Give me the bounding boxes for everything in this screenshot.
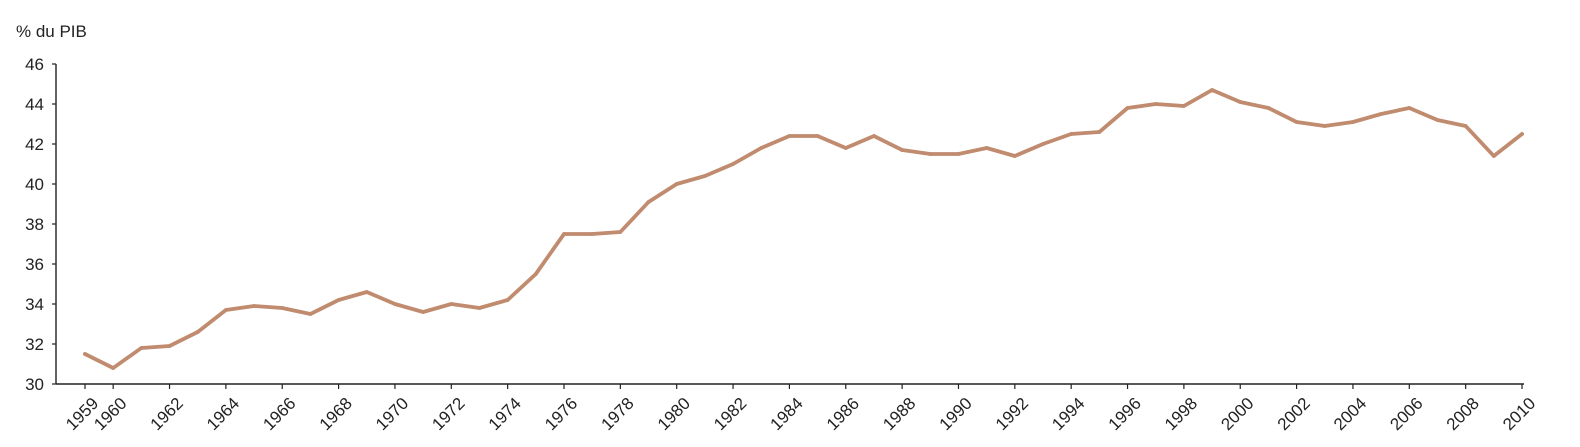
data-point bbox=[1266, 106, 1271, 110]
x-tick-label: 1986 bbox=[823, 394, 863, 434]
data-point bbox=[533, 272, 538, 276]
x-tick-label: 1990 bbox=[936, 394, 976, 434]
y-tick-label: 38 bbox=[25, 215, 44, 234]
data-point bbox=[1379, 112, 1384, 116]
x-tick-label: 1970 bbox=[372, 394, 412, 434]
y-axis-label: % du PIB bbox=[16, 22, 87, 41]
data-point bbox=[702, 174, 707, 178]
data-point bbox=[1407, 106, 1412, 110]
data-point bbox=[872, 134, 876, 138]
series-line bbox=[83, 88, 1524, 370]
data-point bbox=[1435, 118, 1440, 122]
data-point bbox=[167, 344, 172, 348]
data-point bbox=[1322, 124, 1327, 128]
data-point bbox=[393, 302, 397, 306]
data-point bbox=[1210, 88, 1214, 92]
data-point bbox=[364, 290, 369, 294]
data-point bbox=[1069, 132, 1074, 136]
data-point bbox=[1181, 104, 1186, 108]
data-points bbox=[83, 88, 1524, 370]
data-point bbox=[111, 366, 116, 370]
data-point bbox=[956, 152, 961, 156]
data-point bbox=[1012, 154, 1017, 158]
data-point bbox=[449, 302, 454, 306]
y-tick-label: 32 bbox=[25, 335, 44, 354]
data-point bbox=[336, 298, 341, 302]
data-point bbox=[731, 162, 735, 166]
data-point bbox=[1153, 102, 1158, 106]
y-tick-label: 30 bbox=[25, 375, 44, 394]
x-tick-label: 1998 bbox=[1161, 394, 1201, 434]
y-tick-label: 42 bbox=[25, 135, 44, 154]
x-tick-label: 1962 bbox=[147, 394, 187, 434]
data-point bbox=[252, 304, 256, 308]
x-tick-label: 1984 bbox=[767, 394, 807, 434]
data-point bbox=[1294, 120, 1299, 124]
x-tick-label: 2010 bbox=[1499, 394, 1539, 434]
data-point bbox=[928, 152, 933, 156]
y-tick-label: 34 bbox=[25, 295, 44, 314]
y-axis-ticks: 30 32 34 36 38 40 42 44 46 bbox=[25, 55, 56, 394]
data-point bbox=[1351, 120, 1355, 124]
data-point bbox=[477, 306, 482, 310]
x-tick-label: 1966 bbox=[259, 394, 299, 434]
data-point bbox=[1041, 142, 1045, 146]
data-point bbox=[843, 146, 848, 150]
x-tick-label: 1964 bbox=[203, 394, 243, 434]
x-tick-label: 1978 bbox=[597, 394, 637, 434]
data-point bbox=[195, 330, 200, 334]
data-point bbox=[1463, 124, 1468, 128]
data-point bbox=[646, 200, 651, 204]
x-tick-label: 1980 bbox=[654, 394, 694, 434]
data-point bbox=[308, 312, 313, 316]
data-point bbox=[280, 306, 285, 310]
x-tick-label: 2004 bbox=[1330, 394, 1370, 434]
x-tick-label: 1974 bbox=[485, 394, 525, 434]
data-point bbox=[759, 146, 764, 150]
x-tick-label: 2006 bbox=[1386, 394, 1426, 434]
data-point bbox=[900, 148, 905, 152]
x-tick-label: 1988 bbox=[879, 394, 919, 434]
data-point bbox=[674, 182, 679, 186]
data-point bbox=[1520, 132, 1524, 136]
x-tick-label: 1992 bbox=[992, 394, 1032, 434]
x-tick-label: 2008 bbox=[1443, 394, 1483, 434]
data-point bbox=[815, 134, 820, 138]
data-point bbox=[590, 232, 595, 236]
data-point bbox=[787, 134, 792, 138]
data-point bbox=[139, 346, 144, 350]
x-tick-label: 1982 bbox=[710, 394, 750, 434]
data-point bbox=[83, 352, 87, 356]
data-point bbox=[1097, 130, 1102, 134]
x-tick-label: 1976 bbox=[541, 394, 581, 434]
x-tick-label: 2002 bbox=[1274, 394, 1314, 434]
x-tick-label: 1994 bbox=[1048, 394, 1088, 434]
y-tick-label: 44 bbox=[25, 95, 44, 114]
data-point bbox=[562, 232, 566, 236]
data-point bbox=[1491, 154, 1496, 158]
data-point bbox=[1125, 106, 1130, 110]
x-tick-label: 1968 bbox=[316, 394, 356, 434]
x-tick-label: 1996 bbox=[1105, 394, 1145, 434]
data-point bbox=[505, 298, 510, 302]
y-tick-label: 36 bbox=[25, 255, 44, 274]
x-tick-label: 2000 bbox=[1217, 394, 1257, 434]
x-tick-label: 1972 bbox=[428, 394, 468, 434]
y-tick-label: 46 bbox=[25, 55, 44, 74]
data-point bbox=[223, 308, 228, 312]
x-tick-label: 1960 bbox=[90, 394, 130, 434]
data-point bbox=[421, 310, 426, 314]
data-point bbox=[618, 230, 623, 234]
y-tick-label: 40 bbox=[25, 175, 44, 194]
data-point bbox=[1238, 100, 1243, 104]
data-point bbox=[984, 146, 989, 150]
